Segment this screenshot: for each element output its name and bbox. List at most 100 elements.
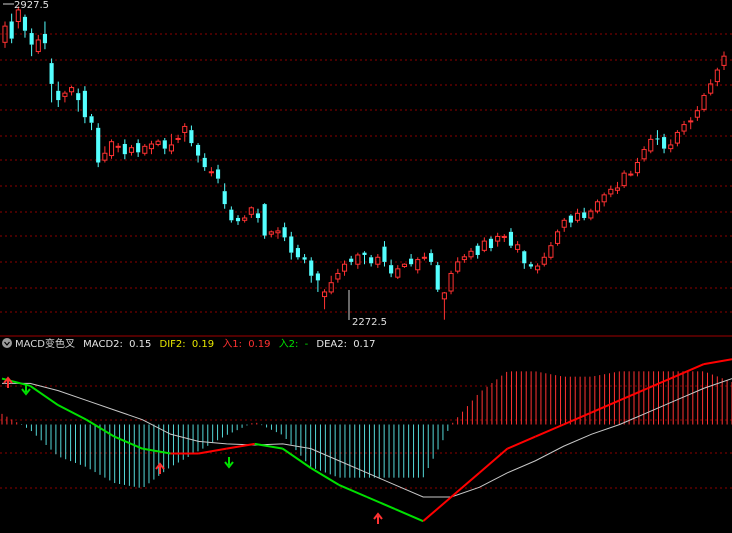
candle[interactable] (461, 254, 467, 263)
candle[interactable] (242, 215, 248, 223)
candle[interactable] (662, 133, 667, 154)
candle[interactable] (409, 254, 414, 267)
candle[interactable] (389, 259, 394, 278)
candle[interactable] (495, 232, 501, 247)
candle[interactable] (189, 125, 194, 147)
candle[interactable] (448, 270, 454, 295)
candle[interactable] (295, 244, 300, 260)
candle[interactable] (289, 231, 294, 260)
candle[interactable] (82, 86, 87, 124)
candle[interactable] (582, 207, 587, 221)
candle[interactable] (108, 139, 115, 159)
candle[interactable] (415, 257, 421, 274)
candle[interactable] (701, 93, 707, 112)
candle[interactable] (588, 208, 594, 221)
candle[interactable] (468, 248, 474, 260)
candle[interactable] (102, 146, 108, 163)
candle[interactable] (302, 254, 307, 264)
candle[interactable] (328, 275, 334, 295)
candle[interactable] (429, 249, 434, 266)
candle[interactable] (168, 133, 174, 155)
candle[interactable] (69, 85, 75, 96)
indicator-menu-icon[interactable] (2, 338, 12, 348)
candle[interactable] (475, 243, 480, 259)
candle[interactable] (601, 192, 607, 207)
candle[interactable] (621, 170, 627, 188)
candle[interactable] (561, 217, 567, 232)
candle[interactable] (76, 88, 81, 112)
candle[interactable] (122, 139, 127, 160)
candlestick-series[interactable] (2, 6, 727, 320)
candle[interactable] (196, 143, 201, 163)
candle[interactable] (614, 181, 621, 194)
candle[interactable] (282, 222, 287, 242)
candle[interactable] (115, 143, 121, 153)
candle[interactable] (35, 34, 41, 54)
candle[interactable] (349, 255, 354, 266)
candle[interactable] (574, 208, 581, 223)
candle[interactable] (369, 254, 374, 267)
candle[interactable] (255, 208, 261, 223)
candle[interactable] (594, 199, 601, 214)
candle[interactable] (29, 28, 34, 57)
candle[interactable] (248, 206, 254, 218)
candle[interactable] (268, 230, 274, 238)
candle[interactable] (488, 236, 494, 252)
candle[interactable] (634, 157, 641, 177)
candle[interactable] (202, 153, 207, 171)
candle[interactable] (309, 257, 314, 283)
candle[interactable] (49, 58, 54, 103)
candle[interactable] (148, 140, 155, 155)
candle[interactable] (222, 183, 227, 209)
candle[interactable] (175, 134, 181, 144)
candle[interactable] (341, 260, 348, 276)
candle[interactable] (681, 120, 687, 135)
candle[interactable] (22, 14, 28, 38)
candle[interactable] (608, 185, 614, 198)
candle[interactable] (42, 21, 48, 50)
candle[interactable] (714, 67, 720, 87)
candle[interactable] (688, 117, 694, 130)
candle[interactable] (535, 263, 541, 274)
candle[interactable] (15, 6, 21, 29)
candle[interactable] (96, 123, 101, 168)
candle[interactable] (435, 261, 440, 292)
candle[interactable] (501, 234, 507, 243)
candle[interactable] (162, 137, 167, 155)
candle[interactable] (275, 227, 281, 239)
candle[interactable] (215, 164, 221, 184)
candle[interactable] (182, 123, 188, 142)
candle[interactable] (648, 134, 654, 154)
candle[interactable] (208, 167, 214, 177)
candle[interactable] (262, 203, 267, 239)
candle[interactable] (694, 106, 700, 121)
candle[interactable] (555, 229, 561, 246)
candle[interactable] (668, 139, 674, 153)
candle[interactable] (515, 241, 521, 253)
candle[interactable] (548, 242, 554, 260)
candle[interactable] (508, 228, 514, 249)
candle[interactable] (315, 271, 320, 292)
candle[interactable] (441, 291, 447, 320)
candle[interactable] (382, 241, 387, 267)
candle[interactable] (355, 252, 361, 269)
candle[interactable] (401, 263, 408, 268)
candle[interactable] (655, 130, 660, 145)
candle[interactable] (455, 257, 461, 274)
candle[interactable] (155, 139, 161, 147)
candle[interactable] (522, 250, 527, 269)
candle[interactable] (9, 13, 14, 44)
candle[interactable] (56, 81, 61, 108)
candle[interactable] (568, 214, 573, 228)
candle[interactable] (62, 90, 68, 103)
candle[interactable] (136, 139, 141, 157)
candle[interactable] (481, 237, 487, 253)
candle[interactable] (721, 51, 727, 71)
candle[interactable] (235, 215, 241, 225)
candle[interactable] (541, 252, 547, 267)
candle[interactable] (142, 144, 148, 156)
candle[interactable] (421, 252, 427, 261)
candle[interactable] (375, 254, 381, 268)
candle[interactable] (674, 130, 680, 147)
candle[interactable] (89, 113, 94, 131)
